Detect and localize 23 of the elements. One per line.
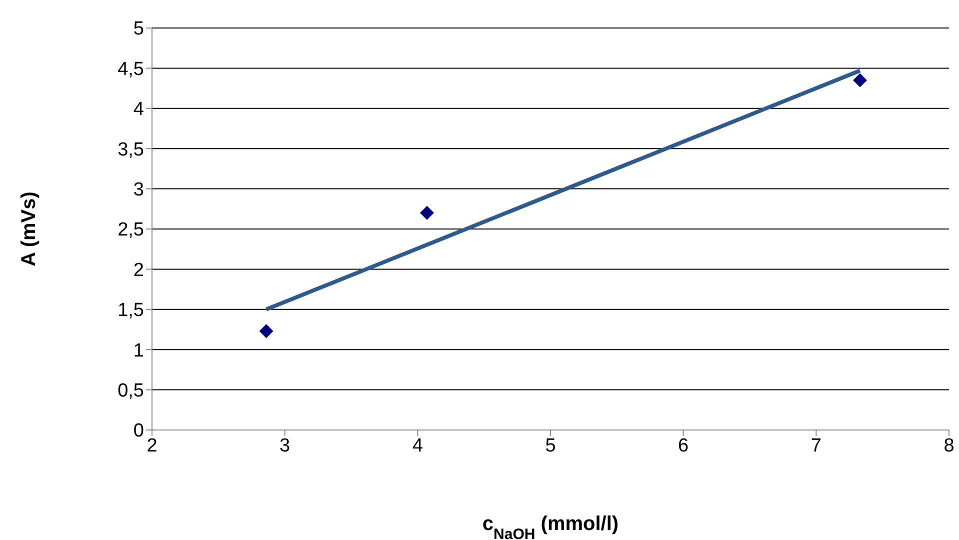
y-tick-label: 2 (133, 260, 144, 281)
x-axis-title: c$_{NaOH}$ (mmol/l) (482, 513, 619, 540)
point (420, 206, 434, 220)
x-tick-label: 4 (412, 435, 424, 456)
x-tick-label: 2 (146, 435, 158, 456)
y-axis-title: A (mVs) (18, 192, 40, 266)
y-tick-label: 5 (133, 18, 144, 40)
y-tick-label: 2,5 (118, 220, 144, 241)
x-tick-label: 6 (678, 435, 689, 456)
point (853, 73, 867, 88)
y-tick-label: 4 (133, 99, 144, 120)
point (259, 324, 274, 338)
y-tick-label: 0 (133, 420, 144, 442)
y-tick-label: 1 (133, 340, 144, 362)
x-tick-label: 7 (810, 435, 822, 456)
y-tick-label: 0,5 (118, 380, 144, 402)
y-tick-label: 4,5 (118, 58, 144, 80)
x-tick-label: 8 (944, 435, 954, 456)
y-tick-label: 3,5 (118, 139, 144, 160)
y-tick-label: 3 (133, 180, 144, 201)
x-tick-label: 3 (280, 435, 290, 456)
y-tick-label: 1,5 (118, 300, 144, 322)
x-tick-label: 5 (545, 435, 556, 456)
